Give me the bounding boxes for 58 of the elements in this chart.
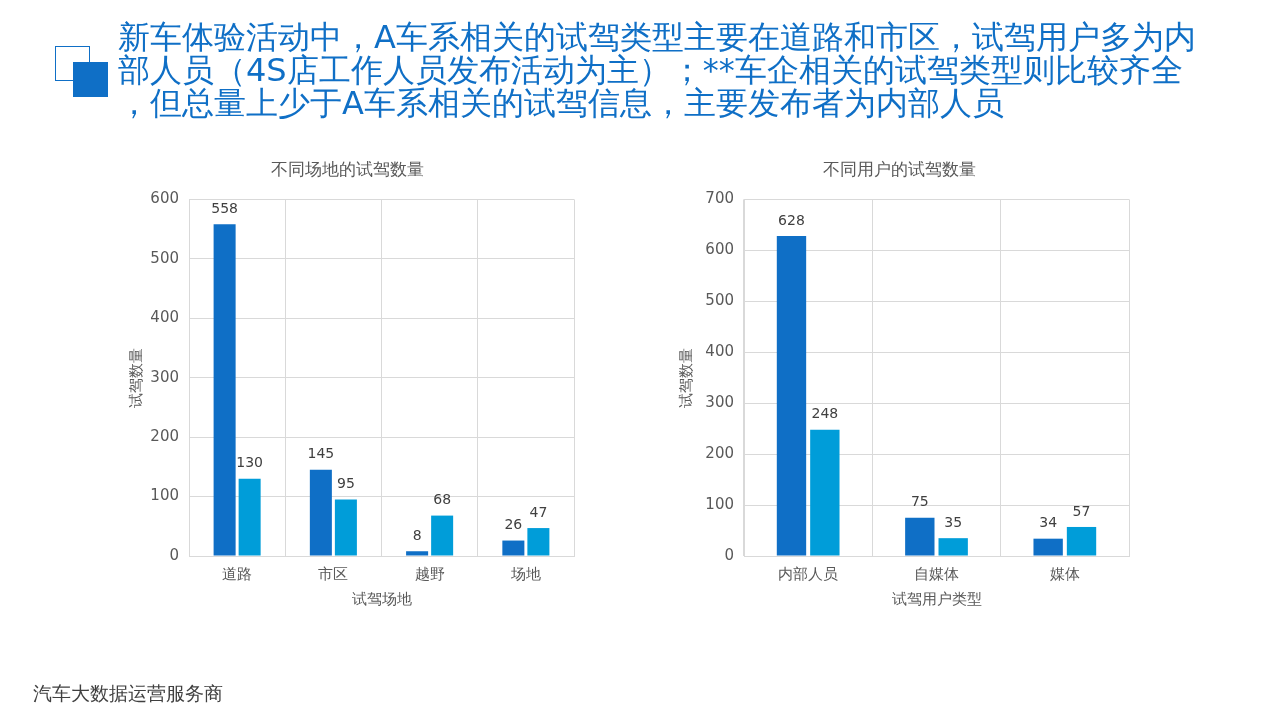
x-tick-label: 内部人员	[778, 564, 839, 583]
y-tick-label: 600	[705, 240, 734, 259]
data-label: 26	[504, 516, 523, 533]
bar	[810, 429, 840, 556]
data-label: 75	[910, 493, 929, 510]
y-tick-label: 0	[169, 545, 179, 564]
data-label: 558	[211, 200, 238, 216]
bar	[309, 469, 332, 556]
bar	[527, 528, 550, 556]
y-tick-label: 100	[705, 494, 734, 513]
y-axis-title: 试驾数量	[126, 347, 145, 408]
y-tick-label: 400	[150, 308, 179, 327]
data-label: 34	[1039, 514, 1058, 531]
bar	[905, 517, 935, 556]
bar	[406, 551, 429, 556]
x-axis-title: 试驾场地	[351, 589, 412, 608]
bar	[776, 236, 807, 556]
y-axis-title: 试驾数量	[676, 347, 695, 408]
x-tick-label: 越野	[414, 564, 445, 583]
data-label: 145	[307, 445, 335, 462]
data-label: 47	[529, 503, 548, 520]
y-tick-label: 400	[705, 342, 734, 361]
data-label: 68	[433, 491, 452, 508]
data-label: 8	[412, 526, 422, 543]
bar	[213, 224, 236, 556]
x-axis-title: 试驾用户类型	[891, 589, 982, 608]
data-label: 35	[944, 513, 963, 530]
text: 汽车大数据运营服务商	[33, 681, 223, 705]
y-tick-label: 500	[705, 291, 734, 310]
y-tick-label: 500	[150, 248, 179, 267]
data-label: 95	[336, 475, 355, 492]
x-tick-label: 场地	[509, 564, 541, 583]
y-tick-label: 700	[705, 189, 734, 208]
y-tick-label: 600	[150, 189, 179, 208]
bar	[502, 540, 525, 556]
y-tick-label: 100	[150, 486, 179, 505]
text: 新车体验活动中，A车系相关的试驾类型主要在道路和市区，试驾用户多为内部人员（4S店工作人员发布活动为主）；**车企相关的试驾类型则比较齐全，但总量上少于A车系相关的试驾信息，主要发布者为内部人员	[118, 18, 1197, 122]
bar	[1033, 538, 1063, 556]
bar	[431, 515, 454, 556]
y-tick-label: 300	[150, 367, 179, 386]
bar	[1066, 526, 1097, 556]
y-tick-label: 200	[705, 444, 734, 462]
y-tick-label: 0	[724, 545, 734, 564]
data-label: 248	[811, 405, 839, 422]
chart-title: 不同用户的试驾数量	[823, 158, 976, 179]
y-tick-label: 200	[150, 427, 179, 446]
data-label: 130	[236, 454, 263, 471]
x-tick-label: 道路	[222, 564, 253, 583]
bar	[938, 538, 968, 556]
chart-title: 不同场地的试驾数量	[270, 158, 424, 179]
data-label: 628	[778, 211, 805, 228]
bar	[334, 499, 357, 556]
x-tick-label: 市区	[318, 564, 349, 583]
x-tick-label: 自媒体	[914, 564, 959, 583]
data-label: 57	[1072, 502, 1091, 519]
bar	[238, 478, 261, 556]
y-tick-label: 300	[705, 393, 734, 412]
x-tick-label: 媒体	[1049, 564, 1080, 583]
